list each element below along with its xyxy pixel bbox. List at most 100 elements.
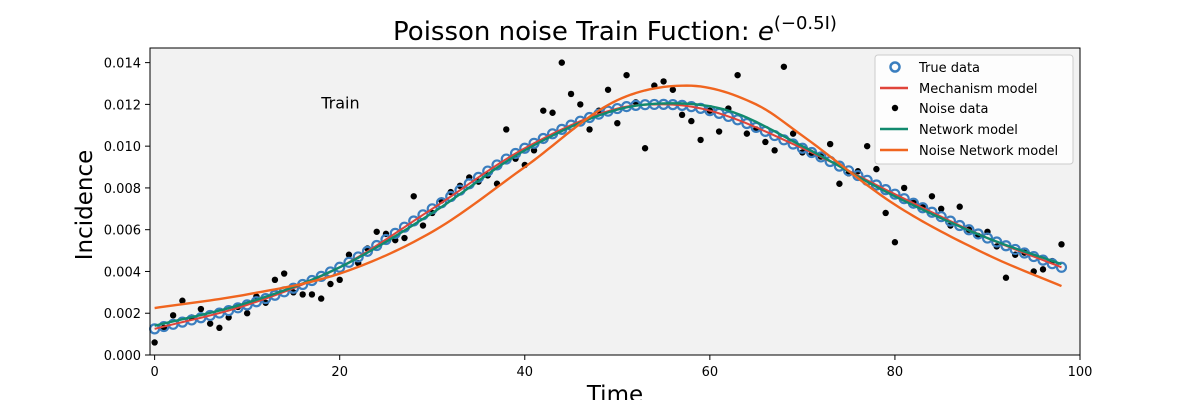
true-data-point — [741, 117, 753, 130]
noise-data-point — [280, 270, 288, 277]
true-data-point — [315, 270, 327, 282]
noise-data-point — [660, 78, 667, 85]
noise-data-point — [891, 239, 899, 246]
noise-data-point — [410, 193, 417, 200]
legend-noise-data-symbol — [891, 104, 899, 112]
noise-data-point — [345, 251, 353, 258]
noise-data-point — [169, 312, 177, 319]
true-data-point — [732, 114, 744, 126]
noise-data-point — [623, 71, 630, 79]
true-data-point — [991, 236, 1003, 248]
train-annotation: Train — [320, 93, 359, 112]
true-data-point — [352, 251, 364, 263]
noise-data-point — [1039, 266, 1047, 273]
noise-data-point — [1058, 241, 1065, 248]
legend-box — [874, 54, 1074, 165]
noise-data-point — [419, 222, 427, 229]
noise-data-point — [503, 126, 510, 133]
true-data-point — [722, 110, 734, 123]
noise-data-point — [179, 297, 186, 304]
noise-data-point — [243, 310, 251, 317]
noise-data-point — [734, 71, 741, 79]
y-tick-label: 0.012 — [104, 98, 141, 113]
noise-data-point — [1002, 274, 1010, 281]
noise-data-point — [336, 276, 343, 284]
noise-data-point — [641, 145, 649, 152]
true-data-point — [334, 261, 346, 273]
noise-data-point — [604, 86, 612, 93]
noise-data-point — [401, 234, 408, 242]
chart-title: Poisson noise Train Fuction: e(−0.5I) — [393, 13, 837, 47]
title-math-exponent: (−0.5I) — [774, 13, 837, 34]
noise-data-point — [567, 90, 575, 98]
model-lines — [154, 84, 1062, 330]
noise-data-point — [586, 126, 593, 133]
true-data-point — [343, 256, 355, 268]
noise-data-point — [956, 203, 963, 210]
noise-data-point — [299, 291, 306, 298]
noise-network-model-line — [154, 84, 1062, 310]
legend-noise-network-label: Noise Network model — [919, 144, 1058, 159]
y-tick-label: 0.004 — [104, 265, 141, 280]
y-axis-ticks: 0.000 0.002 0.004 0.006 0.008 0.010 0.012 0.014 — [104, 57, 150, 364]
legend-network-label: Network model — [919, 123, 1018, 138]
title-text: Poisson noise Train Fuction: — [393, 17, 758, 47]
legend-true-data-symbol — [889, 61, 901, 73]
noise-data-point — [577, 101, 584, 108]
noise-data-point — [669, 86, 677, 93]
noise-data-point — [836, 180, 843, 187]
noise-data-point — [216, 324, 223, 332]
y-tick-label: 0.008 — [104, 182, 141, 197]
true-data-point — [1055, 261, 1068, 273]
noise-data-point — [762, 138, 769, 146]
noise-data-point — [743, 130, 751, 137]
noise-data-point — [206, 320, 214, 327]
noise-data-point — [540, 107, 547, 114]
noise-data-point — [863, 142, 871, 150]
x-tick-label: 100 — [1068, 365, 1093, 380]
x-axis-ticks: 0 20 40 60 80 100 — [150, 355, 1092, 380]
noise-data-point — [197, 305, 205, 313]
noise-data-point — [771, 147, 778, 154]
noise-data-point — [614, 119, 621, 127]
x-tick-label: 60 — [702, 365, 719, 380]
noise-data-point — [900, 184, 908, 192]
noise-data-point — [558, 59, 565, 66]
true-data-point — [843, 165, 855, 177]
noise-data-point — [678, 111, 686, 119]
y-axis-label: Incidence — [72, 150, 98, 261]
x-tick-label: 80 — [887, 365, 904, 380]
noise-data-point — [151, 339, 158, 346]
true-data-point — [981, 232, 994, 244]
y-tick-label: 0.006 — [104, 224, 141, 239]
plot-frame — [149, 47, 1081, 356]
noise-data-point — [873, 165, 880, 173]
noise-data-point — [327, 280, 334, 288]
y-tick-label: 0.014 — [104, 57, 141, 72]
y-tick-label: 0.002 — [104, 307, 141, 322]
noise-data-point — [882, 209, 889, 217]
noise-data-points — [151, 59, 1065, 346]
x-tick-label: 0 — [150, 365, 158, 380]
noise-data-point — [715, 128, 723, 135]
noise-data-point — [373, 228, 380, 235]
noise-data-point — [789, 130, 797, 137]
noise-data-point — [937, 205, 945, 213]
noise-data-point — [271, 276, 279, 284]
x-axis-label: Time — [586, 382, 643, 400]
noise-data-point — [317, 295, 325, 302]
legend: True data Mechanism model Noise data Net… — [874, 54, 1074, 165]
y-tick-label: 0.010 — [104, 140, 141, 155]
noise-data-point — [928, 193, 936, 200]
legend-noise-data-label: Noise data — [919, 102, 988, 117]
noise-data-point — [826, 140, 834, 148]
legend-true-data-label: True data — [918, 61, 980, 76]
noise-data-point — [688, 117, 695, 125]
noise-data-point — [308, 291, 316, 298]
noise-data-point — [697, 136, 704, 144]
true-data-point — [972, 228, 984, 240]
noise-data-point — [780, 63, 788, 70]
legend-mechanism-label: Mechanism model — [919, 82, 1037, 97]
x-tick-label: 20 — [331, 365, 348, 380]
